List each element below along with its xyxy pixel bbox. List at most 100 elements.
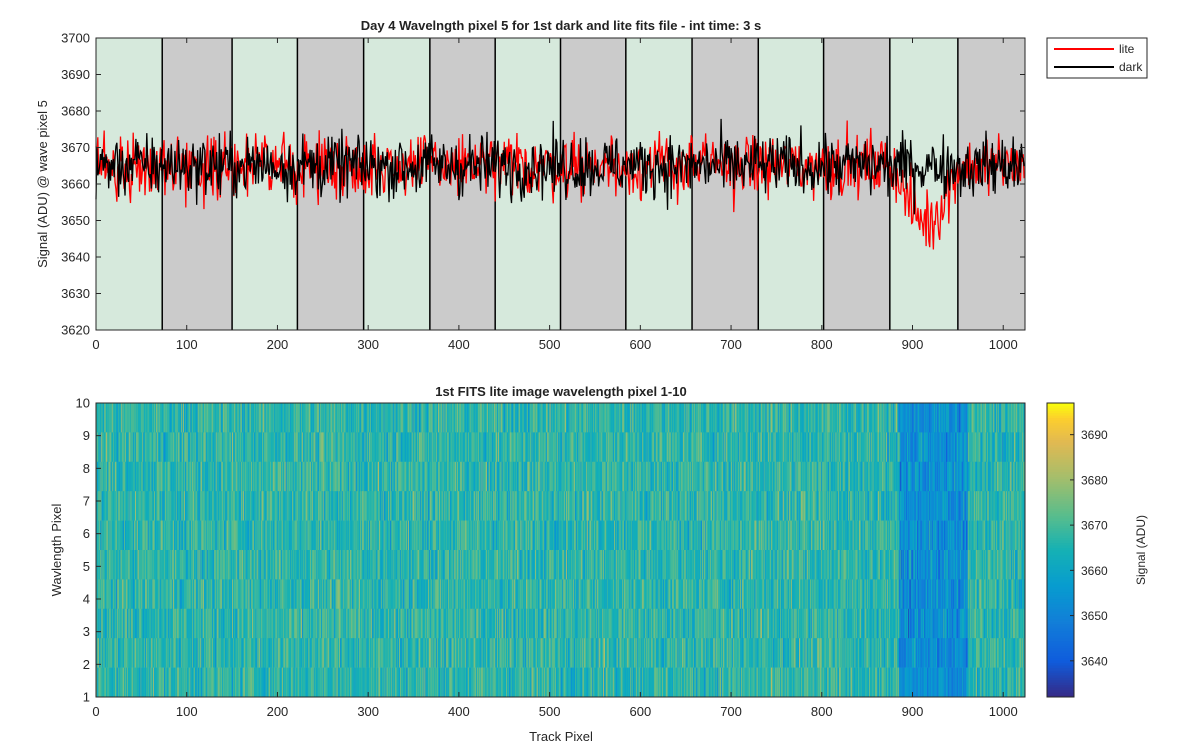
heatmap-cell [865, 491, 867, 521]
heatmap-cell [911, 432, 913, 463]
y-tick-label: 3700 [61, 31, 90, 46]
heatmap-cell [371, 403, 374, 433]
heatmap-cell [354, 491, 356, 521]
heatmap-cell [874, 403, 876, 433]
heatmap-cell [611, 491, 613, 521]
heatmap-cell [176, 520, 178, 551]
heatmap-cell [996, 432, 999, 463]
heatmap-cell [617, 461, 619, 492]
heatmap-cell [244, 403, 247, 433]
heatmap-cell [853, 491, 855, 521]
heatmap-cell [1022, 491, 1024, 521]
heatmap-cell [785, 461, 787, 492]
heatmap-cell [142, 520, 144, 551]
heatmap-cell [976, 432, 978, 463]
heatmap-cell [201, 491, 203, 521]
heatmap-cell [666, 432, 668, 463]
heatmap-cell [432, 461, 434, 492]
heatmap-cell [171, 403, 173, 433]
heatmap-cell [879, 461, 882, 492]
heatmap-cell [296, 520, 298, 551]
heatmap-cell [578, 403, 580, 433]
heatmap-cell [394, 461, 396, 492]
heatmap-cell [362, 491, 364, 521]
heatmap-cell [123, 403, 125, 433]
heatmap-cell [369, 432, 372, 463]
heatmap-cell [828, 461, 830, 492]
heatmap-cell [224, 432, 227, 463]
heatmap-cell [438, 491, 440, 521]
heatmap-cell [888, 461, 891, 492]
heatmap-cell [602, 491, 604, 521]
heatmap-cell [567, 491, 570, 521]
heatmap-cell [467, 403, 470, 433]
heatmap-cell [427, 432, 429, 463]
heatmap-cell [471, 461, 473, 492]
heatmap-cell [261, 461, 263, 492]
heatmap-cell [837, 461, 839, 492]
heatmap-cell [373, 520, 375, 551]
heatmap-cell [121, 491, 123, 521]
heatmap-cell [410, 432, 413, 463]
heatmap-cell [129, 461, 131, 492]
heatmap-cell [598, 520, 600, 551]
heatmap-cell [842, 461, 844, 492]
heatmap-cell [329, 432, 331, 463]
heatmap-cell [375, 403, 377, 433]
heatmap-cell [295, 432, 297, 463]
heatmap-cell [402, 432, 404, 463]
heatmap-cell [583, 520, 585, 551]
heatmap-cell [495, 491, 497, 521]
heatmap-cell [582, 520, 584, 551]
heatmap-cell [411, 403, 413, 433]
heatmap-cell [946, 461, 948, 492]
heatmap-cell [576, 520, 579, 551]
heatmap-cell [166, 432, 169, 463]
heatmap-cell [366, 403, 368, 433]
heatmap-cell [214, 461, 217, 492]
heatmap-cell [125, 491, 128, 521]
heatmap-cell [555, 403, 558, 433]
heatmap-cell [618, 491, 620, 521]
heatmap-cell [455, 491, 457, 521]
heatmap-cell [762, 491, 765, 521]
heatmap-cell [1003, 491, 1005, 521]
heatmap-cell [263, 403, 266, 433]
heatmap-cell [663, 491, 666, 521]
heatmap-cell [1001, 461, 1003, 492]
heatmap-cell [381, 520, 384, 551]
heatmap-cell [268, 403, 270, 433]
heatmap-cell [243, 432, 246, 463]
heatmap-cell [244, 432, 247, 463]
heatmap-cell [225, 432, 227, 463]
heatmap-cell [557, 432, 560, 463]
heatmap-cell [515, 491, 517, 521]
heatmap-cell [899, 432, 902, 463]
heatmap-cell [397, 403, 399, 433]
heatmap-cell [932, 461, 934, 492]
heatmap-cell [485, 520, 487, 551]
heatmap-cell [684, 461, 687, 492]
heatmap-cell [205, 432, 208, 463]
heatmap-cell [321, 403, 324, 433]
heatmap-cell [381, 491, 384, 521]
heatmap-cell [489, 403, 491, 433]
heatmap-cell [768, 461, 770, 492]
heatmap-cell [602, 403, 604, 433]
heatmap-cell [862, 491, 864, 521]
heatmap-cell [148, 461, 150, 492]
heatmap-cell [632, 461, 634, 492]
heatmap-cell [132, 461, 134, 492]
heatmap-cell [135, 491, 138, 521]
heatmap-cell [408, 432, 411, 463]
heatmap-cell [585, 403, 588, 433]
heatmap-cell [905, 491, 907, 521]
heatmap-cell [559, 403, 561, 433]
heatmap-cell [352, 461, 355, 492]
heatmap-cell [231, 520, 233, 551]
heatmap-cell [174, 461, 176, 492]
heatmap-cell [1015, 432, 1017, 463]
heatmap-cell [297, 520, 299, 551]
heatmap-cell [256, 491, 258, 521]
heatmap-cell [289, 403, 291, 433]
